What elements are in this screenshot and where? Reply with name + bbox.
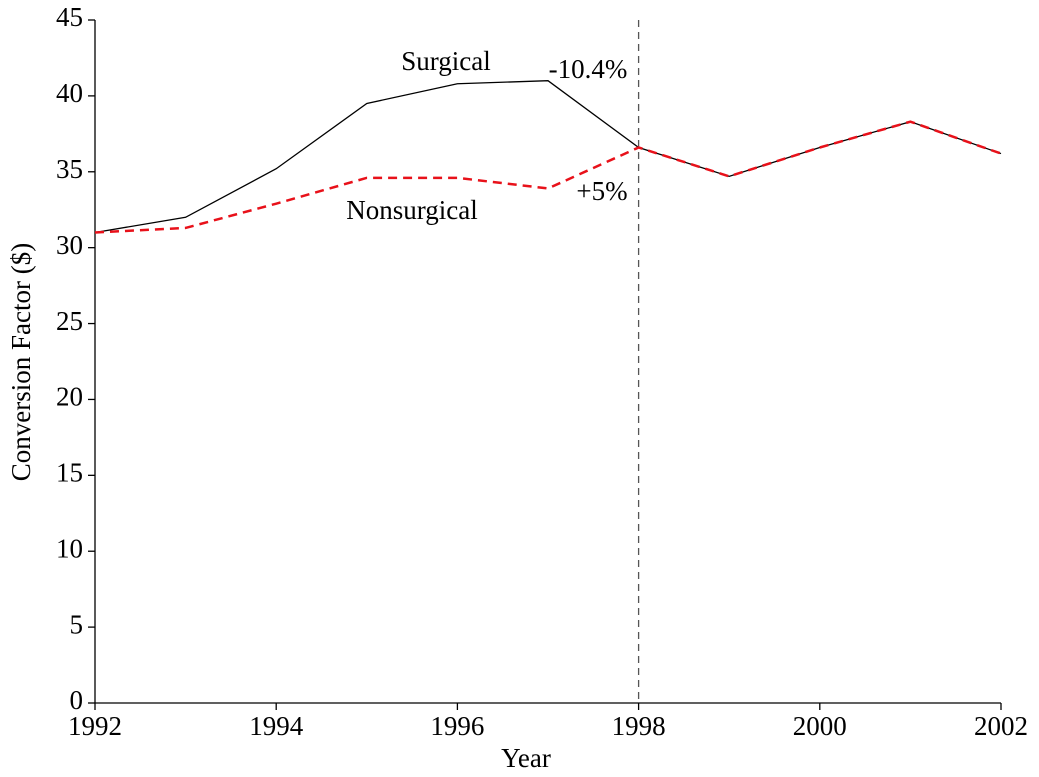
y-tick-label: 15: [56, 458, 83, 488]
y-tick-label: 5: [70, 609, 84, 639]
y-tick-label: 25: [56, 306, 83, 336]
annotation: -10.4%: [549, 54, 628, 84]
x-tick-label: 1992: [68, 711, 122, 741]
y-axis-label: Conversion Factor ($): [6, 243, 36, 481]
y-tick-label: 35: [56, 154, 83, 184]
x-tick-label: 1998: [612, 711, 666, 741]
y-tick-label: 10: [56, 533, 83, 563]
annotation: +5%: [576, 176, 627, 206]
line-series: [94, 80, 1002, 234]
x-axis-label: Year: [501, 743, 551, 773]
y-tick-label: 20: [56, 382, 83, 412]
line-series: [94, 120, 1002, 234]
x-tick-label: 2002: [974, 711, 1028, 741]
y-tick-label: 0: [70, 685, 84, 715]
y-tick-label: 30: [56, 230, 83, 260]
x-tick-label: 1996: [430, 711, 484, 741]
y-tick-label: 40: [56, 78, 83, 108]
x-tick-label: 2000: [793, 711, 847, 741]
series-label: Surgical: [401, 46, 491, 76]
series-label: Nonsurgical: [346, 195, 477, 225]
y-tick-label: 45: [56, 2, 83, 32]
x-tick-label: 1994: [249, 711, 304, 741]
